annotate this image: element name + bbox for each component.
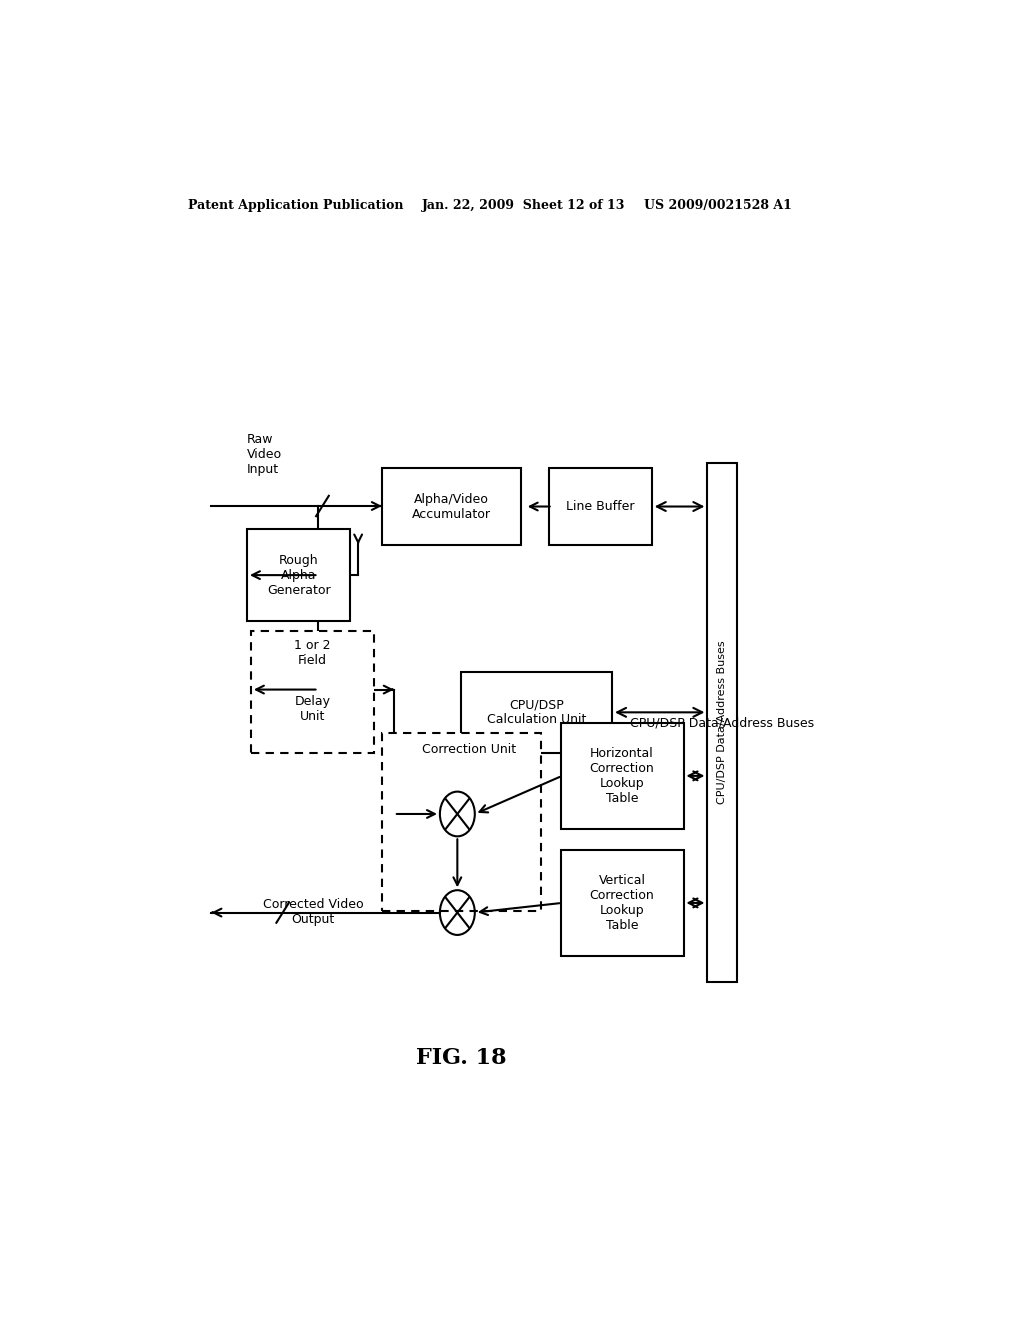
Bar [560,722,684,829]
Text: Corrected Video
Output: Corrected Video Output [263,898,364,925]
Bar [382,469,521,545]
Text: US 2009/0021528 A1: US 2009/0021528 A1 [644,199,792,213]
Bar [382,733,541,911]
Bar [549,469,652,545]
Text: Rough
Alpha
Generator: Rough Alpha Generator [267,553,331,597]
Bar [461,672,612,752]
Text: FIG. 18: FIG. 18 [416,1047,507,1069]
Text: Vertical
Correction
Lookup
Table: Vertical Correction Lookup Table [590,874,654,932]
Bar [247,529,350,620]
Text: Jan. 22, 2009  Sheet 12 of 13: Jan. 22, 2009 Sheet 12 of 13 [422,199,625,213]
Text: 1 or 2
Field: 1 or 2 Field [294,639,331,667]
Text: CPU/DSP
Calculation Unit: CPU/DSP Calculation Unit [487,698,587,726]
Text: Correction Unit: Correction Unit [422,743,516,756]
Text: Raw
Video
Input: Raw Video Input [247,433,283,475]
Bar [251,631,374,752]
Text: Alpha/Video
Accumulator: Alpha/Video Accumulator [412,492,490,520]
Text: Patent Application Publication: Patent Application Publication [187,199,403,213]
Bar [708,463,737,982]
Text: CPU/DSP Data/Address Buses: CPU/DSP Data/Address Buses [631,715,814,729]
Text: CPU/DSP Data/Address Buses: CPU/DSP Data/Address Buses [718,640,727,804]
Text: Line Buffer: Line Buffer [566,500,635,513]
Text: Horizontal
Correction
Lookup
Table: Horizontal Correction Lookup Table [590,747,654,805]
Bar [560,850,684,956]
Text: Delay
Unit: Delay Unit [295,694,331,722]
